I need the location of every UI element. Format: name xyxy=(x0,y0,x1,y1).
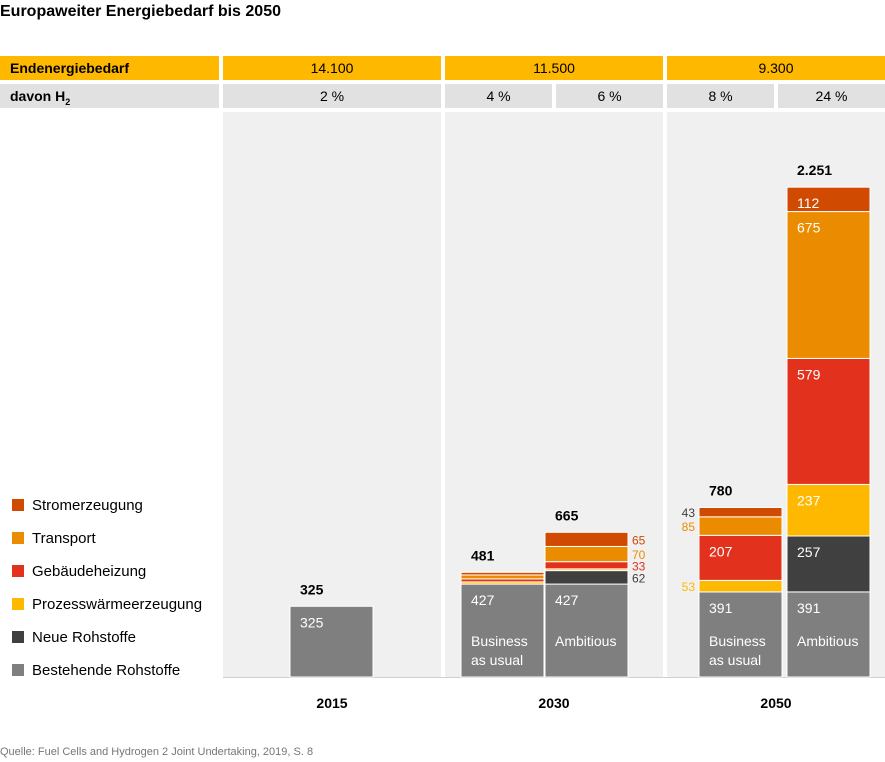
bar-2-side-stromerzeugung: 65 xyxy=(632,533,646,547)
bar-3-value-bestehende-rohstoffe: 391 xyxy=(709,600,733,616)
bar-0-seg-bestehende-rohstoffe xyxy=(289,605,374,678)
panel-2015 xyxy=(223,112,441,677)
bar-3-seg-transport xyxy=(698,516,783,536)
bar-2-seg-stromerzeugung xyxy=(544,531,629,547)
legend-swatch-gebaeudeheizung xyxy=(12,565,24,577)
bar-4-seg-transport xyxy=(786,211,871,359)
bar-2-side-gebaeudeheizung: 33 xyxy=(632,559,646,573)
bar-3-seg-gebaeudeheizung xyxy=(698,534,783,581)
bar-3-scenario-label-1: as usual xyxy=(709,652,761,668)
bar-2-seg-transport xyxy=(544,545,629,563)
bar-2-seg-neue-rohstoffe xyxy=(544,570,629,585)
bar-3-value-gebaeudeheizung: 207 xyxy=(709,543,733,559)
source-note: Quelle: Fuel Cells and Hydrogen 2 Joint … xyxy=(0,746,314,758)
header-row1-2030: 11.500 xyxy=(445,56,663,80)
legend-swatch-neue-rohstoffe xyxy=(12,631,24,643)
bar-4-total-label: 2.251 xyxy=(797,162,832,178)
bar-4-seg-bestehende-rohstoffe xyxy=(786,591,871,678)
bar-3-side-transport: 85 xyxy=(682,520,696,534)
bar-1-seg-bestehende-rohstoffe xyxy=(460,583,545,678)
legend-label-prozesswaermeerzeugung: Prozesswärmeerzeugung xyxy=(32,596,202,613)
legend-label-bestehende-rohstoffe: Bestehende Rohstoffe xyxy=(32,662,180,679)
header-row1-2015: 14.100 xyxy=(223,56,441,80)
header-row2-2015: 2 % xyxy=(223,84,441,108)
header-row2-2030-amb: 6 % xyxy=(556,84,663,108)
chart-title: Europaweiter Energiebedarf bis 2050 xyxy=(0,3,281,20)
header-row2-2030-bau: 4 % xyxy=(445,84,552,108)
bar-4-value-prozesswaermeerzeugung: 237 xyxy=(797,492,821,508)
bar-4-value-neue-rohstoffe: 257 xyxy=(797,544,821,560)
bar-3-seg-stromerzeugung xyxy=(698,506,783,518)
bar-2-value-bestehende-rohstoffe: 427 xyxy=(555,592,579,608)
bar-2-seg-bestehende-rohstoffe xyxy=(544,583,629,678)
legend-swatch-prozesswaermeerzeugung xyxy=(12,598,24,610)
bar-3-seg-prozesswaermeerzeugung xyxy=(698,579,783,593)
bar-4-scenario-label-0: Ambitious xyxy=(797,633,858,649)
header-row1-2050: 9.300 xyxy=(667,56,885,80)
bar-1-scenario-label-0: Business xyxy=(471,633,528,649)
bar-2-side-neue-rohstoffe: 62 xyxy=(632,571,646,585)
x-label-2050: 2050 xyxy=(760,695,791,711)
bar-4-seg-prozesswaermeerzeugung xyxy=(786,483,871,537)
legend-swatch-bestehende-rohstoffe xyxy=(12,664,24,676)
legend-label-neue-rohstoffe: Neue Rohstoffe xyxy=(32,629,136,646)
bar-3-side-stromerzeugung: 43 xyxy=(682,506,696,520)
legend-swatch-stromerzeugung xyxy=(12,499,24,511)
bar-1-value-bestehende-rohstoffe: 427 xyxy=(471,592,495,608)
header-row2-label: davon H2 xyxy=(0,84,219,108)
legend-label-gebaeudeheizung: Gebäudeheizung xyxy=(32,563,146,580)
bar-4-value-gebaeudeheizung: 579 xyxy=(797,366,821,382)
x-label-2030: 2030 xyxy=(538,695,569,711)
bar-2-side-transport: 70 xyxy=(632,548,646,562)
legend-swatch-transport xyxy=(12,532,24,544)
bar-3-scenario-label-0: Business xyxy=(709,633,766,649)
bar-3-side-prozesswaermeerzeugung: 53 xyxy=(682,580,696,594)
bar-1-seg-stromerzeugung xyxy=(460,571,545,576)
header-row2-2050-bau: 8 % xyxy=(667,84,774,108)
bar-2-seg-gebaeudeheizung xyxy=(544,561,629,570)
bar-1-total-label: 481 xyxy=(471,547,495,563)
bar-2-total-label: 665 xyxy=(555,507,579,523)
bar-0-value-bestehende-rohstoffe: 325 xyxy=(300,614,324,630)
bar-3-total-label: 780 xyxy=(709,482,733,498)
bar-4-seg-stromerzeugung xyxy=(786,186,871,213)
bar-4-seg-neue-rohstoffe xyxy=(786,535,871,593)
x-label-2015: 2015 xyxy=(316,695,347,711)
legend-label-stromerzeugung: Stromerzeugung xyxy=(32,497,143,514)
header-row2-2050-amb: 24 % xyxy=(778,84,885,108)
bar-4-value-bestehende-rohstoffe: 391 xyxy=(797,600,821,616)
legend-label-transport: Transport xyxy=(32,530,96,547)
bar-1-scenario-label-1: as usual xyxy=(471,652,523,668)
bar-3-seg-bestehende-rohstoffe xyxy=(698,591,783,678)
bar-4-value-stromerzeugung: 112 xyxy=(797,195,820,211)
header-row1-label: Endenergiebedarf xyxy=(0,56,219,80)
bar-1-seg-transport xyxy=(460,574,545,580)
bar-4-value-transport: 675 xyxy=(797,220,821,236)
bar-0-total-label: 325 xyxy=(300,581,324,597)
bar-2-scenario-label-0: Ambitious xyxy=(555,633,616,649)
bar-4-seg-gebaeudeheizung xyxy=(786,357,871,485)
